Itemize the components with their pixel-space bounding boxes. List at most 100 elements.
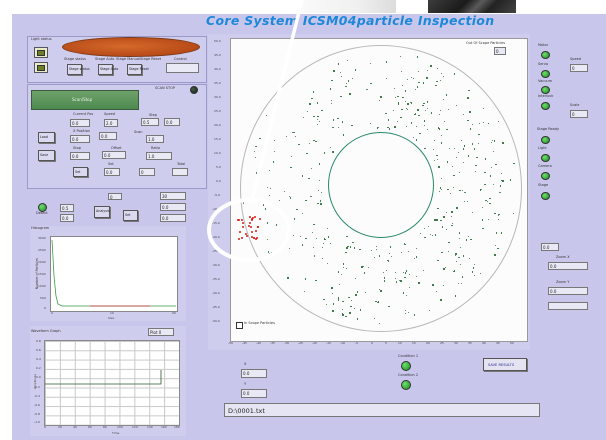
stage-auto-button[interactable]: Stage Auto xyxy=(98,64,118,75)
in-scope-particle xyxy=(440,299,442,301)
out-scope-particle xyxy=(241,237,244,240)
save-results-button[interactable]: SAVE RESULTS xyxy=(483,358,527,371)
in-scope-particle xyxy=(349,93,351,95)
in-scope-particle xyxy=(422,269,424,271)
save-params-button[interactable]: Save xyxy=(38,150,55,161)
in-scope-particle xyxy=(416,56,418,58)
out-scope-particle xyxy=(238,219,241,222)
in-scope-particle xyxy=(442,284,445,286)
in-scope-particle xyxy=(478,142,480,144)
in-scope-particle xyxy=(364,291,367,293)
value-field[interactable]: 0.0 xyxy=(541,243,559,251)
in-scope-particle xyxy=(348,297,350,299)
in-scope-particle xyxy=(495,232,498,234)
in-scope-particle xyxy=(318,163,320,165)
waveform-xtick: 120 xyxy=(132,425,138,429)
waveform-xtick: 100 xyxy=(117,425,123,429)
file-path-field[interactable]: D:\0001.txt xyxy=(224,403,540,417)
scale-field[interactable]: 0 xyxy=(570,110,588,118)
detector-field[interactable]: 0 xyxy=(108,193,122,200)
in-scope-particle xyxy=(400,251,402,253)
speed-field[interactable]: 0 xyxy=(570,64,588,72)
param-field[interactable]: 1.0 xyxy=(146,135,164,143)
load-button[interactable]: Load xyxy=(38,132,55,143)
stage-manual-label: Stage Manual xyxy=(116,57,140,61)
x-field[interactable]: 0.0 xyxy=(241,369,267,378)
param-label: Total xyxy=(177,162,186,166)
in-scope-particle xyxy=(287,277,289,279)
in-scope-particle xyxy=(480,188,482,191)
detector-field[interactable]: 0.0 xyxy=(160,203,186,211)
in-scope-particle xyxy=(502,142,504,144)
in-scope-particle xyxy=(275,224,278,226)
histogram-plot-area xyxy=(50,236,178,312)
in-scope-particle xyxy=(310,196,312,198)
param-field[interactable]: 0.0 xyxy=(102,151,126,159)
set-detector-button[interactable]: Set xyxy=(123,210,138,221)
in-scope-particle xyxy=(301,175,303,177)
stage-status-button[interactable]: Stage status xyxy=(67,64,90,75)
param-field[interactable]: 1.0 xyxy=(146,152,172,160)
out-scope-particle xyxy=(251,218,254,221)
in-scope-particle xyxy=(321,247,324,249)
param-field[interactable]: 0.0 xyxy=(104,168,120,176)
in-scope-particle xyxy=(341,273,343,276)
in-scope-particle xyxy=(264,208,266,210)
out-scope-particle xyxy=(238,231,241,234)
in-scope-particle xyxy=(494,244,497,247)
in-scope-particle xyxy=(455,104,458,107)
in-scope-particle xyxy=(325,303,328,306)
indicator-label: Motor xyxy=(538,43,549,47)
in-scope-particle xyxy=(458,172,461,174)
in-scope-particle xyxy=(345,85,347,87)
zoom-x-field[interactable]: 0.0 xyxy=(548,262,588,270)
in-scope-particle xyxy=(345,251,347,254)
in-scope-particle xyxy=(416,86,418,88)
param-field[interactable]: 0.0 xyxy=(70,119,90,127)
in-scope-particle xyxy=(415,112,417,114)
in-scope-particle xyxy=(304,278,306,280)
in-scope-particle xyxy=(316,102,318,104)
param-field[interactable]: 0.5 xyxy=(141,118,159,126)
y-field[interactable]: 0.0 xyxy=(241,389,267,398)
histogram-xlabel: Size xyxy=(108,316,115,320)
in-scope-particle xyxy=(320,192,323,194)
param-field[interactable]: 0 xyxy=(139,168,155,176)
param-label: Stop xyxy=(73,146,81,150)
set-params-button[interactable]: Set xyxy=(73,167,88,177)
detector-field[interactable]: 0.0 xyxy=(160,214,186,222)
in-scope-particle xyxy=(440,134,442,137)
plot-selector[interactable]: Plot 0 xyxy=(148,328,174,336)
in-scope-legend: In Scope Particles xyxy=(244,321,275,325)
in-scope-particle xyxy=(310,168,312,170)
in-scope-particle xyxy=(273,150,276,152)
in-scope-particle xyxy=(430,65,432,67)
detector-field[interactable]: 0.5 xyxy=(60,204,74,212)
in-scope-particle xyxy=(453,73,455,75)
light-button-a[interactable] xyxy=(34,47,48,58)
in-scope-particle xyxy=(390,256,393,258)
param-field[interactable] xyxy=(172,168,188,176)
light-status-label: Light status xyxy=(31,37,52,41)
zoom-y-field[interactable]: 0.0 xyxy=(548,287,588,295)
in-scope-particle xyxy=(321,257,323,260)
main-xtick: 35 xyxy=(468,341,472,345)
scan-stop-button[interactable]: Scan/Stop xyxy=(31,90,139,110)
in-scope-particle xyxy=(380,290,382,292)
detector-field[interactable]: 30 xyxy=(160,192,186,200)
in-scope-particle xyxy=(462,113,464,116)
param-field[interactable]: 0.0 xyxy=(164,118,180,126)
stage-manual-button[interactable]: Stage Reset xyxy=(127,64,149,75)
param-field[interactable]: 0.0 xyxy=(70,152,90,160)
in-scope-particle xyxy=(342,314,344,316)
in-scope-particle xyxy=(289,195,291,198)
param-field[interactable]: 0.0 xyxy=(70,135,90,143)
param-field[interactable]: 2.0 xyxy=(104,119,118,127)
analysis-button[interactable]: Analysis xyxy=(94,206,110,218)
detector-field[interactable]: 0.0 xyxy=(60,214,74,222)
param-field[interactable]: 0.0 xyxy=(99,132,117,140)
value-field[interactable] xyxy=(548,302,588,310)
small-label: Zoom X xyxy=(556,255,570,259)
in-scope-particle xyxy=(322,242,325,245)
light-button-b[interactable] xyxy=(34,62,48,73)
